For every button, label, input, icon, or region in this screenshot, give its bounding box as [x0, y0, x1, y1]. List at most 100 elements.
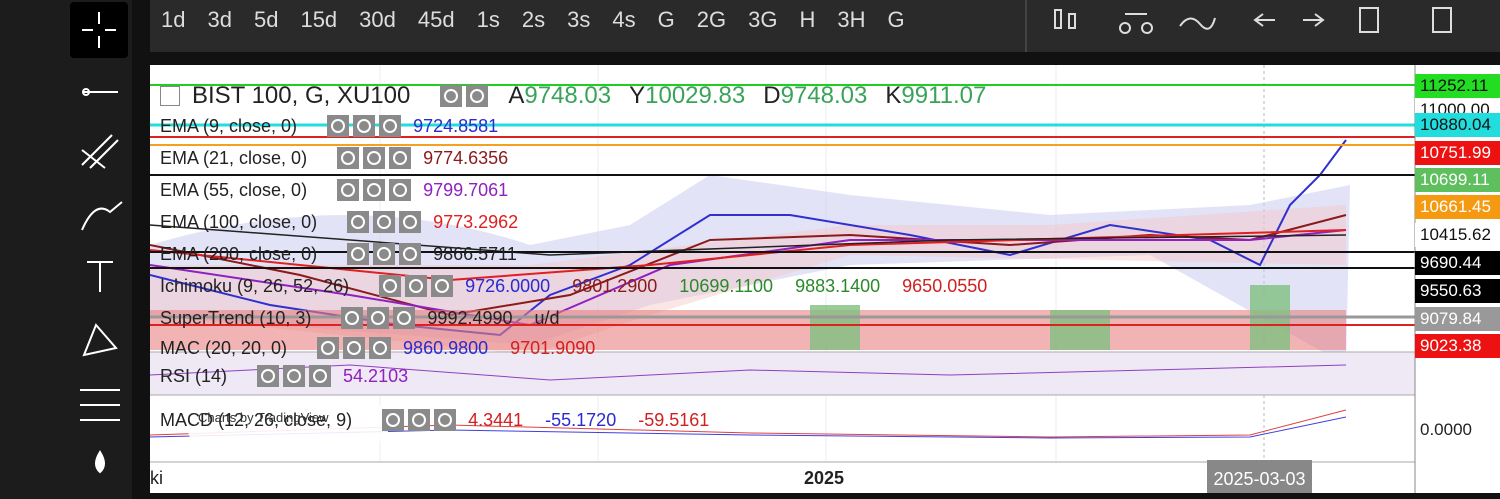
indicator-icon[interactable] [382, 409, 405, 431]
indicator-icon[interactable] [399, 243, 422, 265]
interval-button[interactable]: 30d [359, 7, 396, 32]
indicator-icon[interactable] [379, 275, 402, 297]
indicator-icon[interactable] [373, 211, 396, 233]
interval-button[interactable]: G [887, 7, 905, 32]
indicator-icons[interactable] [333, 147, 412, 169]
indicator-icons[interactable] [343, 243, 422, 265]
indicator-value: 9650.0550 [902, 275, 988, 296]
indicator-icon[interactable] [347, 211, 370, 233]
interval-list: 1d 3d 5d 15d 30d 45d 1s 2s 3s 4s G 2G 3G H 3H G [150, 0, 916, 40]
interval-button[interactable]: 3s [567, 7, 591, 32]
indicator-value: 10699.1100 [679, 275, 774, 296]
indicator-icons[interactable] [253, 365, 332, 387]
ohlc-label: Y [629, 82, 646, 109]
ohlc-value: 10029.83 [645, 82, 746, 109]
ohlc-values: A 9748.03 Y 10029.83 D 9748.03 K 9911.07 [500, 82, 996, 110]
indicator-icon[interactable] [363, 179, 386, 201]
indicator-icon[interactable] [373, 243, 396, 265]
indicator-icons[interactable] [375, 275, 454, 297]
indicator-icon[interactable] [393, 307, 416, 329]
ohlc-value: 9911.07 [901, 82, 987, 109]
interval-button[interactable]: 1d [161, 7, 186, 32]
drawing-toolbar [0, 0, 148, 499]
indicator-icon[interactable] [327, 115, 350, 137]
legend-row: BIST 100, G, XU100 A 9748.03 Y 10029.83 D 974… [160, 82, 996, 110]
interval-button[interactable]: 15d [300, 7, 338, 32]
indicator-name: EMA (21, close, 0) [160, 147, 308, 168]
chart-area: BIST 100, G, XU100 A 9748.03 Y 10029.83 D 974… [150, 65, 1500, 493]
indicator-icon[interactable] [389, 179, 412, 201]
price-label: 9550.63 [1415, 279, 1500, 303]
indicator-row: EMA (21, close, 0) 9774.6356 [160, 147, 530, 169]
interval-button[interactable]: 2G [696, 7, 727, 32]
indicator-icon[interactable] [389, 147, 412, 169]
indicator-row: SuperTrend (10, 3) 9992.4990 u/d [160, 307, 582, 329]
indicator-row: MAC (20, 20, 0) 9860.9800 9701.9090 [160, 337, 617, 359]
indicator-icon[interactable] [399, 211, 422, 233]
indicator-row: EMA (100, close, 0) 9773.2962 [160, 211, 540, 233]
indicator-icon[interactable] [343, 337, 366, 359]
indicator-icon[interactable] [367, 307, 390, 329]
ohlc-value: 9748.03 [524, 82, 612, 109]
crosshair-tool[interactable] [70, 2, 128, 58]
indicator-row: EMA (200, close, 0) 9866.5711 [160, 243, 539, 265]
indicator-value: 9774.6356 [423, 147, 509, 168]
legend-icons[interactable] [436, 85, 489, 107]
indicator-icon[interactable] [431, 275, 454, 297]
indicator-value: 9726.0000 [465, 275, 551, 296]
indicator-icon[interactable] [257, 365, 280, 387]
indicator-icons[interactable] [378, 409, 457, 431]
indicator-name: MAC (20, 20, 0) [160, 337, 288, 358]
chart-canvas [150, 65, 1416, 493]
interval-button[interactable]: 45d [417, 7, 455, 32]
interval-button[interactable]: 5d [253, 7, 279, 32]
indicator-value: 9866.5711 [433, 243, 517, 264]
indicator-row: EMA (9, close, 0) 9724.8581 [160, 115, 520, 137]
indicator-icons[interactable] [313, 337, 392, 359]
indicator-value: 9724.8581 [413, 115, 499, 136]
ohlc-label: A [508, 82, 525, 109]
interval-button[interactable]: H [799, 7, 816, 32]
interval-button[interactable]: 2s [521, 7, 546, 32]
indicator-icon[interactable] [337, 147, 360, 169]
indicator-icon[interactable] [434, 409, 457, 431]
indicator-icons[interactable] [333, 179, 412, 201]
time-label: ki [150, 468, 163, 488]
ohlc-value: 9748.03 [780, 82, 868, 109]
indicator-icons[interactable] [337, 307, 416, 329]
interval-button[interactable]: 3H [837, 7, 866, 32]
interval-button[interactable]: 3d [207, 7, 232, 32]
interval-button[interactable]: 3G [748, 7, 778, 32]
indicator-value: -59.5161 [638, 409, 710, 430]
indicator-icon[interactable] [363, 147, 386, 169]
indicator-value: 9883.1400 [795, 275, 881, 296]
interval-button[interactable]: G [657, 7, 675, 32]
indicator-row: Ichimoku (9, 26, 52, 26) 9726.0000 9801.29… [160, 275, 1009, 297]
indicator-icon[interactable] [283, 365, 306, 387]
price-label: 10751.99 [1415, 141, 1500, 165]
indicator-value: 4.3441 [468, 409, 524, 430]
indicator-icon[interactable] [341, 307, 364, 329]
indicator-icons[interactable] [343, 211, 422, 233]
indicator-icon[interactable] [405, 275, 428, 297]
indicator-name: EMA (200, close, 0) [160, 243, 318, 264]
indicator-row: RSI (14) 54.2103 [160, 365, 430, 387]
indicator-icon[interactable] [317, 337, 340, 359]
indicator-icon[interactable] [369, 337, 392, 359]
indicator-name: RSI (14) [160, 365, 228, 386]
interval-button[interactable]: 4s [612, 7, 636, 32]
indicator-value: u/d [534, 307, 560, 328]
indicator-icon[interactable] [347, 243, 370, 265]
indicator-icons[interactable] [323, 115, 402, 137]
price-label: 10699.11 [1415, 168, 1500, 192]
indicator-icon[interactable] [353, 115, 376, 137]
time-label: 2025-03-03 [1213, 469, 1306, 489]
ohlc-label: D [763, 82, 781, 109]
indicator-icon[interactable] [408, 409, 431, 431]
indicator-value: 54.2103 [343, 365, 409, 386]
top-toolbar: 1d 3d 5d 15d 30d 45d 1s 2s 3s 4s G 2G 3G H 3H G [150, 0, 1500, 52]
indicator-icon[interactable] [379, 115, 402, 137]
indicator-icon[interactable] [337, 179, 360, 201]
interval-button[interactable]: 1s [476, 7, 500, 32]
indicator-icon[interactable] [309, 365, 332, 387]
